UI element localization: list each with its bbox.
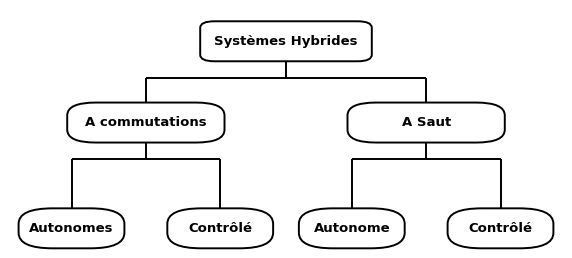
Text: Contrôlé: Contrôlé — [468, 222, 533, 235]
FancyBboxPatch shape — [347, 102, 505, 142]
FancyBboxPatch shape — [67, 102, 224, 142]
Text: A commutations: A commutations — [85, 116, 206, 129]
FancyBboxPatch shape — [200, 21, 372, 61]
FancyBboxPatch shape — [18, 208, 125, 248]
FancyBboxPatch shape — [167, 208, 273, 248]
FancyBboxPatch shape — [299, 208, 405, 248]
Text: Contrôlé: Contrôlé — [188, 222, 252, 235]
Text: Autonomes: Autonomes — [29, 222, 114, 235]
Text: Systèmes Hybrides: Systèmes Hybrides — [214, 35, 358, 48]
Text: Autonome: Autonome — [313, 222, 390, 235]
Text: A Saut: A Saut — [402, 116, 451, 129]
FancyBboxPatch shape — [447, 208, 553, 248]
